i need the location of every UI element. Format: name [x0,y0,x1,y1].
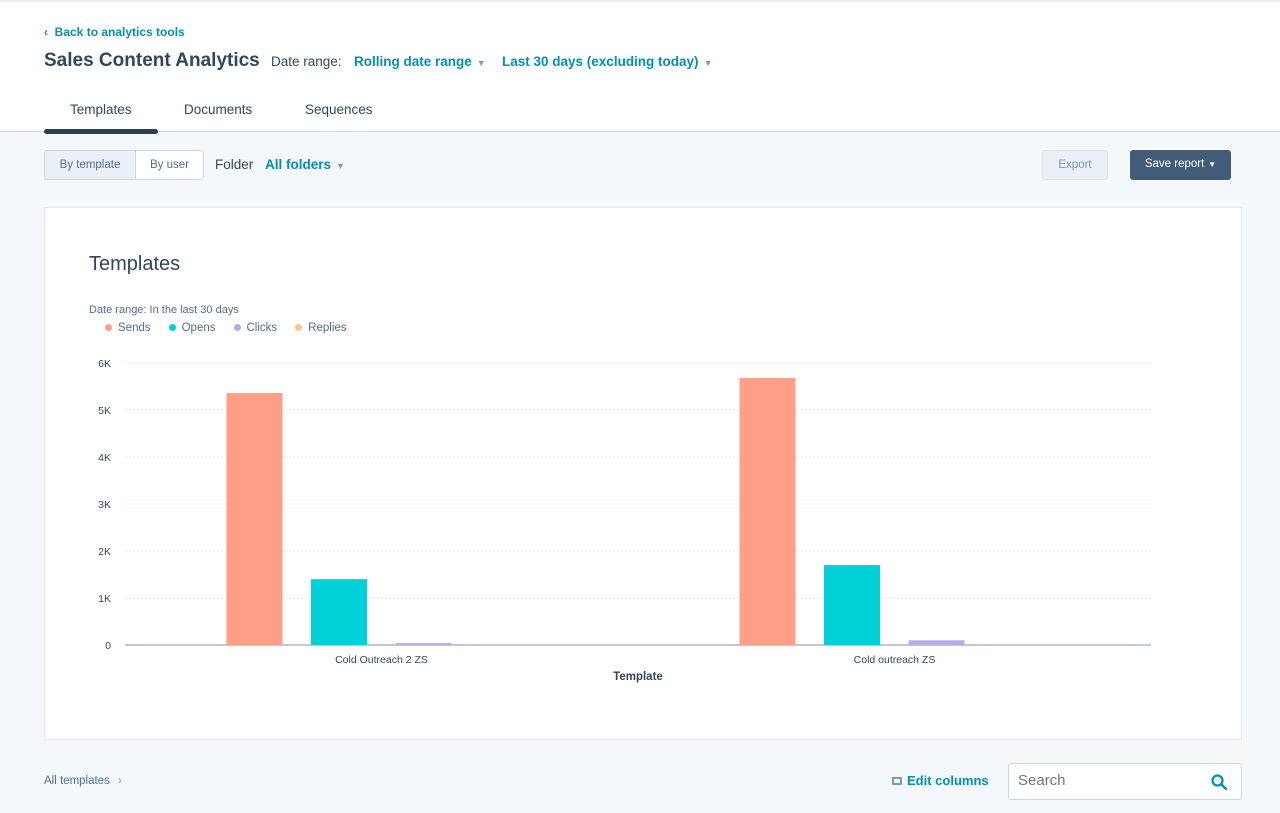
folder-dropdown[interactable]: All folders ▼ [265,157,345,172]
bar-opens [824,565,880,645]
edit-columns-label: Edit columns [907,773,989,788]
caret-down-icon: ▼ [1208,160,1217,169]
all-templates-label: All templates [44,775,110,787]
date-range-value: Last 30 days (excluding today) [502,54,699,69]
y-tick-label: 5K [98,405,111,417]
tab-documents[interactable]: Documents [184,102,253,117]
tab-templates[interactable]: Templates [70,102,132,117]
y-tick-label: 1K [98,593,111,605]
legend-dot-icon [233,324,241,331]
by-user-toggle[interactable]: By user [135,150,204,180]
bar-clicks [908,640,965,645]
x-tick-label: Cold Outreach 2 ZS [335,654,428,666]
back-link[interactable]: ‹ Back to analytics tools [44,25,185,39]
search-field[interactable] [1008,763,1242,800]
caret-down-icon: ▼ [476,58,486,68]
y-tick-label: 3K [98,499,111,511]
search-input[interactable] [1018,772,1198,789]
y-tick-label: 0 [105,640,111,652]
legend-item-clicks[interactable]: Clicks [233,322,278,334]
legend-label: Replies [308,322,347,334]
date-range-type-value: Rolling date range [354,54,472,69]
date-range-value-dropdown[interactable]: Last 30 days (excluding today) ▼ [502,54,712,69]
save-report-button[interactable]: Save report ▼ [1130,150,1231,180]
bar-clicks [395,643,452,645]
date-range-label: Date range: [271,54,342,69]
x-tick-label: Cold outreach ZS [854,654,936,666]
page-title: Sales Content Analytics [44,50,260,71]
tab-sequences[interactable]: Sequences [305,102,373,117]
legend-label: Sends [118,322,151,334]
chart-title: Templates [89,253,181,275]
legend-item-sends[interactable]: Sends [105,322,151,334]
bar-opens [311,579,367,645]
export-button[interactable]: Export [1042,150,1108,180]
caret-down-icon: ▼ [703,58,713,68]
y-tick-label: 2K [98,546,111,558]
back-link-label: Back to analytics tools [54,25,185,39]
chart-date-range: Date range: In the last 30 days [89,304,239,316]
bar-chart: 0 1K 2K 3K 4K 5K 6K Cold Outreach 2 ZS Cold outr… [98,358,1151,683]
search-icon[interactable] [1211,774,1227,790]
legend-item-opens[interactable]: Opens [168,322,216,334]
edit-columns-button[interactable]: Edit columns [892,773,989,788]
save-report-label: Save report [1144,158,1205,170]
all-templates-breadcrumb[interactable]: All templates › [44,775,122,787]
chart-card: Templates Date range: In the last 30 day… [44,207,1242,740]
legend-dot-icon [105,324,112,331]
columns-icon [892,777,902,785]
legend-dot-icon [168,324,176,331]
caret-down-icon: ▼ [336,161,345,171]
legend-label: Clicks [246,322,278,334]
folder-label: Folder [215,157,254,172]
y-tick-label: 6K [98,358,111,370]
legend-label: Opens [181,322,216,334]
bar-sends [739,378,796,645]
y-tick-label: 4K [98,452,111,464]
chart-legend: Sends Opens Clicks Replies [105,322,347,334]
legend-dot-icon [295,324,303,331]
legend-item-replies[interactable]: Replies [295,322,347,334]
header: ‹ Back to analytics tools Sales Content … [0,0,1280,134]
bar-sends [226,393,283,645]
date-range-type-dropdown[interactable]: Rolling date range ▼ [354,54,486,69]
folder-value: All folders [265,157,332,172]
by-template-toggle[interactable]: By template [44,150,136,180]
chevron-right-icon: › [117,775,122,787]
active-tab-indicator [44,129,158,134]
x-axis-title: Template [613,671,663,683]
